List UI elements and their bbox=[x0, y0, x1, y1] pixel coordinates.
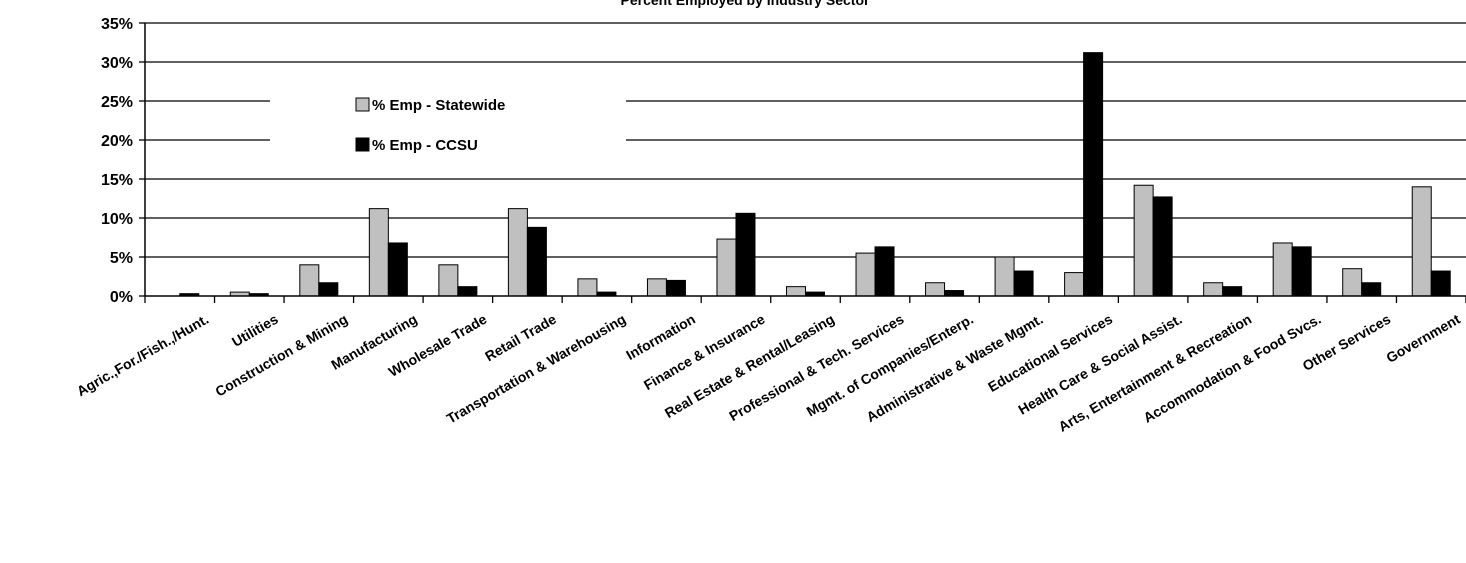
bar-statewide bbox=[368, 208, 389, 297]
y-tick-label: 15% bbox=[101, 172, 133, 189]
y-tick-label: 25% bbox=[101, 94, 133, 111]
bar-statewide bbox=[716, 238, 737, 297]
x-category-label: Government bbox=[1383, 311, 1463, 366]
bar-ccsu bbox=[944, 290, 965, 297]
bar-statewide bbox=[1064, 272, 1085, 297]
bar-statewide bbox=[1203, 282, 1224, 297]
bar-ccsu bbox=[1152, 196, 1173, 297]
legend-swatch bbox=[355, 97, 370, 112]
bar-statewide bbox=[994, 256, 1015, 297]
y-tick-label: 30% bbox=[101, 55, 133, 72]
bar-statewide bbox=[786, 286, 806, 297]
legend-box bbox=[270, 81, 626, 177]
bar-statewide bbox=[1133, 184, 1154, 297]
bar-statewide bbox=[507, 208, 528, 297]
bar-statewide bbox=[855, 252, 876, 297]
x-category-label: Agric.,For./Fish.,/Hunt. bbox=[74, 311, 211, 400]
bar-ccsu bbox=[1083, 52, 1104, 297]
y-tick-label: 35% bbox=[101, 16, 133, 33]
bar-ccsu bbox=[1013, 270, 1034, 297]
x-axis-labels: Agric.,For./Fish.,/Hunt. UtilitiesConstru… bbox=[74, 311, 1463, 435]
chart-title: Percent Employed by Industry Sector bbox=[621, 0, 871, 8]
legend-swatch bbox=[355, 137, 370, 152]
bar-statewide bbox=[299, 264, 320, 297]
bar-statewide bbox=[1411, 186, 1432, 297]
bar-ccsu bbox=[1430, 270, 1451, 297]
bar-ccsu bbox=[1222, 286, 1243, 297]
bar-ccsu bbox=[387, 242, 408, 297]
x-category-label: Educational Services bbox=[985, 311, 1115, 395]
bar-ccsu bbox=[874, 246, 895, 297]
y-tick-label: 5% bbox=[110, 250, 133, 267]
bar-statewide bbox=[646, 278, 667, 297]
y-tick-label: 20% bbox=[101, 133, 133, 150]
bar-statewide bbox=[577, 278, 598, 297]
bar-statewide bbox=[1272, 242, 1293, 297]
bar-ccsu bbox=[665, 279, 686, 297]
bar-statewide bbox=[438, 264, 459, 297]
x-category-label: Construction & Mining bbox=[212, 311, 350, 400]
bar-ccsu bbox=[735, 212, 756, 297]
bar-statewide bbox=[1342, 268, 1363, 297]
bar-ccsu bbox=[1361, 282, 1382, 297]
axes bbox=[144, 23, 1466, 303]
legend: % Emp - Statewide % Emp - CCSU bbox=[355, 97, 505, 154]
legend-label: % Emp - Statewide bbox=[372, 97, 505, 114]
y-tick-label: 10% bbox=[101, 211, 133, 228]
x-category-label: Utilities bbox=[229, 311, 281, 350]
bar-ccsu bbox=[1291, 246, 1312, 297]
bar-ccsu bbox=[526, 226, 547, 297]
bar-statewide bbox=[925, 282, 946, 297]
legend-label: % Emp - CCSU bbox=[372, 137, 478, 154]
bar-ccsu bbox=[318, 282, 339, 297]
bar-ccsu bbox=[457, 286, 478, 297]
legend-background bbox=[270, 81, 626, 177]
y-axis-ticks: 0% 5% 10% 15% 20% 25% 30% 35% bbox=[101, 16, 145, 306]
y-tick-label: 0% bbox=[110, 289, 133, 306]
x-category-label: Finance & Insurance bbox=[641, 311, 768, 393]
